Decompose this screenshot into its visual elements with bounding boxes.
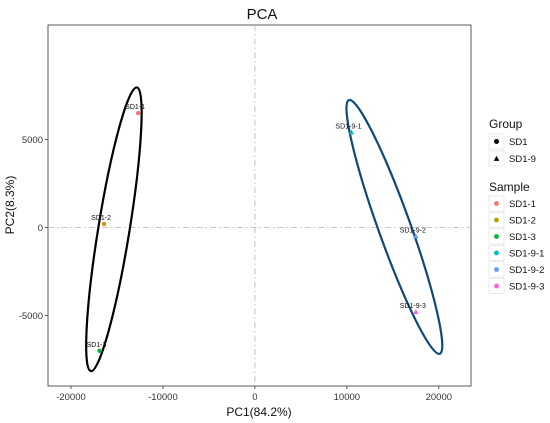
legend-sample-label: SD1-9-2 xyxy=(509,265,544,276)
x-tick-label: -20000 xyxy=(56,392,86,403)
x-tick-label: 0 xyxy=(252,392,257,403)
reference-lines xyxy=(48,25,471,386)
y-tick-label: 0 xyxy=(38,223,43,234)
chart-title: PCA xyxy=(247,6,278,23)
legend-group-label: SD1-9 xyxy=(509,154,536,165)
legend-triangle-marker xyxy=(493,155,500,161)
ellipse-layer xyxy=(85,86,444,373)
point-label-sd1-9-3: SD1-9-3 xyxy=(400,303,426,310)
data-point-sd1-9-1 xyxy=(348,129,355,135)
legend-sample-marker xyxy=(494,201,499,206)
x-axis: -20000 -10000 0 10000 20000 xyxy=(56,386,452,403)
confidence-ellipse-sd1 xyxy=(85,86,143,373)
legend: Group SD1 SD1-9 Sample SD1-1 SD1-2 SD1-3 SD1-9-… xyxy=(488,117,544,294)
data-point-sd1-3 xyxy=(97,348,102,353)
legend-sample-marker xyxy=(494,250,499,256)
y-tick-label: 5000 xyxy=(22,135,43,146)
x-tick-label: 20000 xyxy=(426,392,452,403)
legend-sample-marker xyxy=(494,267,499,272)
confidence-ellipse-sd1-9 xyxy=(345,98,444,355)
x-axis-title: PC1(84.2%) xyxy=(226,405,291,419)
point-label-sd1-2: SD1-2 xyxy=(91,215,111,222)
x-tick-label: 10000 xyxy=(334,392,360,403)
legend-sample-marker xyxy=(494,217,499,223)
data-point-sd1-2 xyxy=(101,221,107,227)
legend-group-label: SD1 xyxy=(509,137,527,148)
legend-circle-marker xyxy=(494,139,499,144)
point-label-sd1-9-2: SD1-9-2 xyxy=(400,227,426,234)
legend-sample-title: Sample xyxy=(489,180,530,194)
legend-sample-label: SD1-2 xyxy=(509,216,536,227)
legend-sample-label: SD1-9-3 xyxy=(509,282,544,293)
plot-panel xyxy=(47,24,472,387)
x-tick-label: -10000 xyxy=(148,392,178,403)
legend-sample-label: SD1-1 xyxy=(509,199,536,210)
point-label-layer: SD1-1 SD1-2 SD1-3 SD1-9-1 SD1-9-2 SD1-9-3 xyxy=(87,104,426,349)
point-label-sd1-1: SD1-1 xyxy=(125,104,145,111)
legend-sample-label: SD1-3 xyxy=(509,232,536,243)
data-point-sd1-9-2 xyxy=(413,233,419,239)
legend-group-title: Group xyxy=(489,117,523,131)
point-layer xyxy=(97,110,419,353)
legend-sample-label: SD1-9-1 xyxy=(509,249,544,260)
data-point-sd1-9-3 xyxy=(413,309,419,314)
legend-sample-marker xyxy=(494,234,499,239)
y-axis: -5000 0 5000 xyxy=(19,135,48,322)
point-label-sd1-9-1: SD1-9-1 xyxy=(335,123,361,130)
point-label-sd1-3: SD1-3 xyxy=(87,342,107,349)
y-axis-title: PC2(8.3%) xyxy=(3,176,17,235)
y-tick-label: -5000 xyxy=(19,311,43,322)
data-point-sd1-1 xyxy=(135,110,141,116)
legend-sample-marker xyxy=(494,283,499,289)
